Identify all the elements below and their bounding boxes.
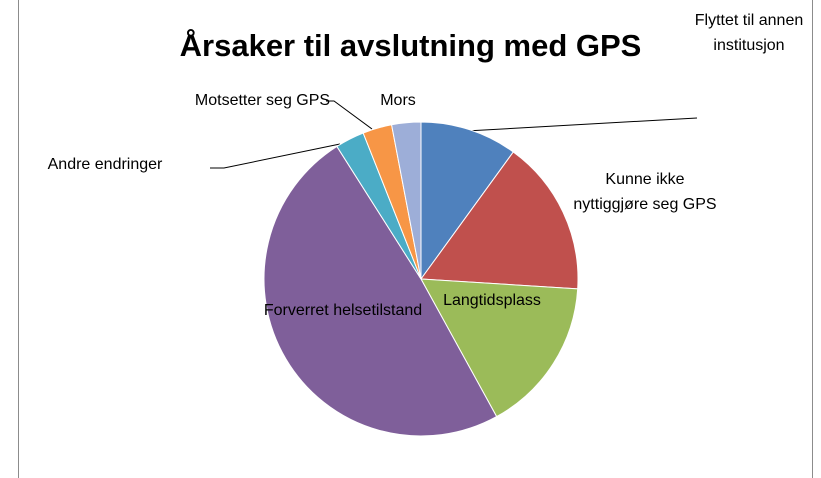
chart-title: Årsaker til avslutning med GPS xyxy=(179,28,642,63)
leader-line xyxy=(326,100,373,130)
pie-slice xyxy=(420,121,514,281)
pie-slice xyxy=(263,145,498,437)
slice-label: Andre endringer xyxy=(47,156,163,173)
slice-label: Forverret helsetilstand xyxy=(263,302,423,319)
pie-slice xyxy=(420,151,579,290)
slice-label: Langtidsplass xyxy=(443,292,541,309)
leader-line xyxy=(465,117,698,132)
leader-line xyxy=(210,143,341,169)
slice-label: Kunne ikke nyttiggjøre seg GPS xyxy=(573,171,717,213)
slice-label: Flyttet til annen institusjon xyxy=(694,12,804,54)
slice-label: Mors xyxy=(380,92,416,109)
slice-label: Motsetter seg GPS xyxy=(194,92,331,109)
pie-slice xyxy=(420,278,579,418)
pie-slice xyxy=(390,121,422,280)
